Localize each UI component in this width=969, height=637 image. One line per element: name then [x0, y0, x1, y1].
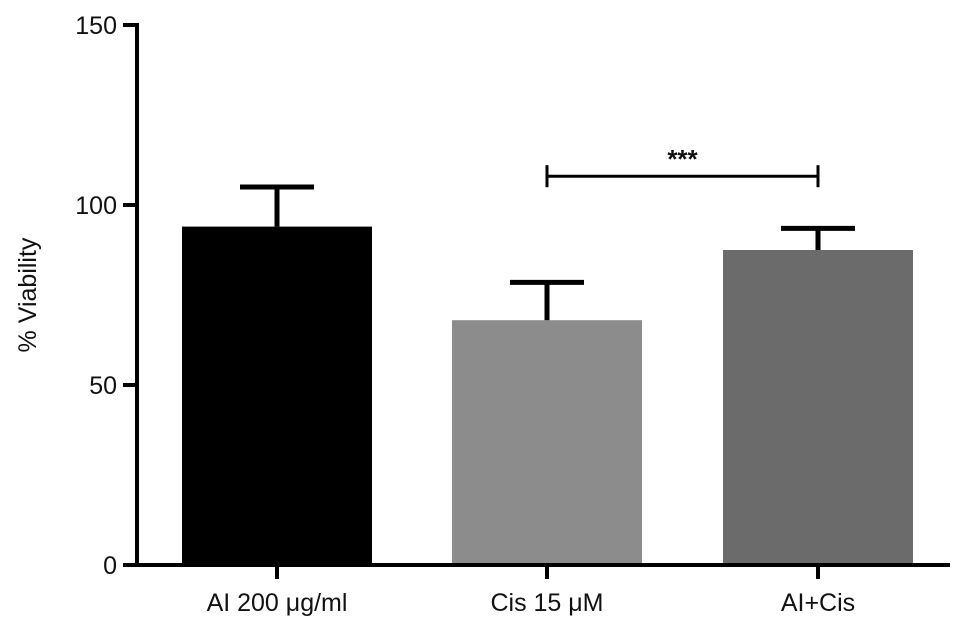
- significance-label: ***: [667, 144, 698, 174]
- chart-marks: 0 50 100 150 AI 200 μg/ml Cis 15 μM AI+Cis ***: [75, 12, 950, 617]
- y-tick-label: 50: [89, 372, 117, 400]
- bar: [723, 250, 913, 565]
- y-axis-label: % Viability: [14, 237, 42, 352]
- bar: [452, 320, 642, 565]
- bar: [182, 226, 372, 565]
- y-tick-label: 150: [75, 12, 117, 40]
- x-tick-label: Cis 15 μM: [490, 589, 603, 617]
- y-tick-label: 100: [75, 192, 117, 220]
- y-tick-label: 0: [103, 552, 117, 580]
- x-tick-label: AI 200 μg/ml: [207, 589, 348, 617]
- x-tick-label: AI+Cis: [781, 589, 855, 617]
